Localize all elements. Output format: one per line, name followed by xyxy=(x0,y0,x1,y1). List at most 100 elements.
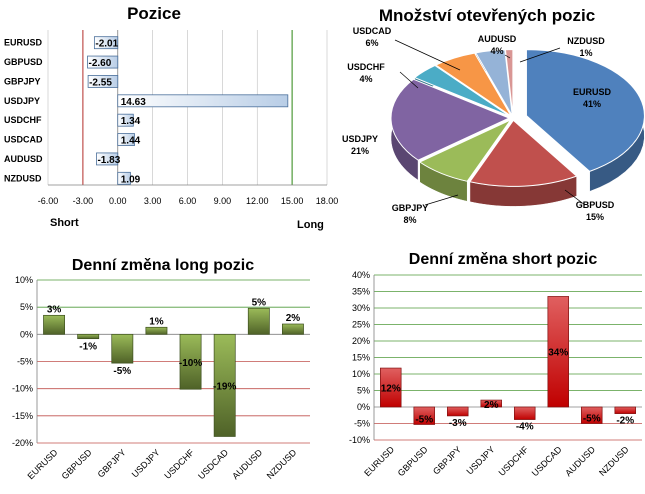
y-tick-label: 30% xyxy=(352,303,370,313)
data-label: 3% xyxy=(47,304,62,315)
data-label: -3% xyxy=(449,418,467,429)
x-tick-label: USDCAD xyxy=(196,447,230,481)
chart-long-change: Denní změna long pozic -20% -15% -10% -5% 0% 5… xyxy=(12,257,310,481)
bar xyxy=(145,326,168,335)
bar xyxy=(43,314,65,335)
pie-value: 1% xyxy=(579,48,592,58)
category-label: USDCAD xyxy=(4,135,43,145)
bar xyxy=(282,323,304,335)
chart-title: Denní změna short pozic xyxy=(409,251,598,268)
data-label: -5% xyxy=(415,414,433,425)
pie-label: AUDUSD xyxy=(478,34,517,44)
bar xyxy=(547,296,569,408)
bar xyxy=(213,333,236,437)
y-tick-label: 0% xyxy=(20,329,33,339)
chart-pozice: Pozice -6.00 -3.00 0.00 3.00 6.00 9.00 12.00 15.… xyxy=(4,4,338,231)
bar xyxy=(87,75,119,88)
pie-value: 4% xyxy=(359,74,372,84)
bar xyxy=(614,406,636,414)
y-tick-label: 15% xyxy=(352,353,370,363)
bar xyxy=(117,133,135,146)
x-tick-label: USDCHF xyxy=(497,444,531,478)
x-tick-label: GBPJPY xyxy=(96,447,128,479)
pie-value: 6% xyxy=(365,38,378,48)
bar xyxy=(179,333,202,390)
y-tick-label: 35% xyxy=(352,287,370,297)
pie-value: 8% xyxy=(403,215,416,225)
x-tick-label: NZDUSD xyxy=(265,447,299,481)
pie-slice xyxy=(469,119,578,187)
data-label: 5% xyxy=(252,297,267,308)
data-label: 1% xyxy=(149,316,164,327)
chart-short-change: Denní změna short pozic -10% -5% 0% 5% 10% 15%… xyxy=(349,251,642,478)
leader-line xyxy=(394,39,461,71)
category-label: USDJPY xyxy=(4,96,40,106)
x-tick-label: NZDUSD xyxy=(597,444,631,478)
x-tick-label: GBPUSD xyxy=(396,444,430,478)
x-tick-label: AUDUSD xyxy=(230,447,264,481)
x-tick-label: 12.00 xyxy=(246,196,269,206)
pie-label: GBPJPY xyxy=(392,203,429,213)
data-label: 14.63 xyxy=(121,97,146,108)
bar xyxy=(93,36,119,50)
x-tick-label: 18.00 xyxy=(316,196,339,206)
chart-title: Pozice xyxy=(127,4,181,23)
pie-slice xyxy=(390,78,511,161)
category-label: GBPUSD xyxy=(4,57,43,67)
bar xyxy=(480,399,502,408)
category-label: AUDUSD xyxy=(4,154,43,164)
y-tick-label: 5% xyxy=(20,302,33,312)
data-label: 34% xyxy=(548,348,568,359)
x-tick-label: 0.00 xyxy=(109,196,127,206)
leader-line xyxy=(519,47,561,63)
data-label: -1.83 xyxy=(97,155,120,166)
leader-line xyxy=(564,189,586,206)
y-tick-label: 20% xyxy=(352,336,370,346)
pie-slice xyxy=(418,118,513,182)
data-label: 2% xyxy=(484,400,499,411)
data-label: -2% xyxy=(616,416,634,427)
bar xyxy=(77,333,100,340)
pie-label: NZDUSD xyxy=(567,36,605,46)
pie-label: USDJPY xyxy=(342,134,378,144)
bar xyxy=(117,113,134,127)
x-tick-label: GBPUSD xyxy=(60,447,94,481)
y-tick-label: 25% xyxy=(352,320,370,330)
chart-title: Denní změna long pozic xyxy=(72,257,254,274)
y-tick-label: -10% xyxy=(12,384,33,394)
data-label: -10% xyxy=(179,358,202,369)
y-tick-label: -15% xyxy=(12,411,33,421)
bar xyxy=(117,171,131,185)
pie-value: 4% xyxy=(490,46,503,56)
data-label: -19% xyxy=(213,381,236,392)
data-label: -2.01 xyxy=(95,39,118,50)
category-label: GBPJPY xyxy=(4,76,41,86)
x-tick-label: USDCAD xyxy=(530,444,564,478)
x-tick-label: 15.00 xyxy=(281,196,304,206)
x-tick-label: USDJPY xyxy=(464,444,496,476)
x-tick-label: -3.00 xyxy=(73,196,94,206)
x-tick-label: EURUSD xyxy=(362,444,396,478)
y-tick-label: -5% xyxy=(17,357,33,367)
data-label: -1% xyxy=(79,342,97,353)
x-tick-label: EURUSD xyxy=(26,447,60,481)
y-tick-label: -10% xyxy=(349,435,370,445)
bar xyxy=(117,94,289,108)
category-label: NZDUSD xyxy=(4,173,42,183)
pie-label: GBPUSD xyxy=(576,200,615,210)
data-label: -2.60 xyxy=(89,58,112,69)
chart-open-positions: Množství otevřených pozic EURUSD 41% GBPUSD… xyxy=(342,6,645,225)
bar xyxy=(96,152,119,166)
pie-value: 21% xyxy=(351,146,369,156)
pie-label: USDCAD xyxy=(353,26,392,36)
pie-label: USDCHF xyxy=(347,62,385,72)
data-label: 1.34 xyxy=(121,116,141,127)
x-tick-label: 3.00 xyxy=(144,196,162,206)
bar xyxy=(447,406,469,417)
y-tick-label: 5% xyxy=(357,386,370,396)
long-label: Long xyxy=(297,219,324,231)
y-tick-label: -20% xyxy=(12,438,33,448)
bar xyxy=(413,406,435,425)
data-label: 1.09 xyxy=(121,174,141,185)
